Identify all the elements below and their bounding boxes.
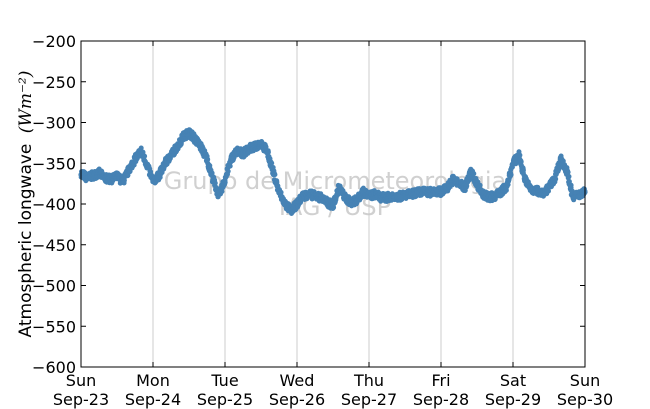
x-tick-label-day: Thu bbox=[353, 371, 384, 390]
data-point bbox=[207, 163, 213, 169]
data-point bbox=[269, 160, 275, 166]
data-point bbox=[518, 158, 524, 164]
data-point bbox=[546, 188, 551, 194]
data-point bbox=[138, 145, 144, 151]
x-tick-label-day: Tue bbox=[210, 371, 238, 390]
data-point bbox=[566, 174, 572, 179]
y-axis-label-unit: (Wm⁻²) bbox=[16, 71, 36, 134]
y-tick-label: −300 bbox=[32, 114, 76, 133]
data-point bbox=[212, 180, 218, 186]
x-tick-label-date: Sep-30 bbox=[557, 390, 613, 409]
data-point bbox=[278, 189, 284, 195]
data-point bbox=[477, 182, 483, 188]
y-axis-label: Atmospheric longwave (Wm⁻²) bbox=[16, 71, 36, 338]
x-tick-label-date: Sep-25 bbox=[197, 390, 253, 409]
data-point bbox=[225, 168, 231, 174]
x-tick-label-date: Sep-27 bbox=[341, 390, 397, 409]
data-points bbox=[78, 127, 588, 216]
data-point bbox=[471, 171, 477, 177]
data-point bbox=[560, 158, 566, 164]
data-point bbox=[142, 153, 148, 159]
y-tick-label: −400 bbox=[32, 195, 76, 214]
data-point bbox=[219, 189, 225, 194]
data-point bbox=[272, 172, 278, 178]
data-point bbox=[205, 157, 211, 162]
data-point bbox=[520, 167, 526, 173]
data-point bbox=[140, 149, 146, 155]
y-tick-label: −250 bbox=[32, 73, 76, 92]
data-point bbox=[565, 169, 571, 175]
x-tick-label-day: Fri bbox=[431, 371, 450, 390]
x-tick-label-day: Wed bbox=[280, 371, 315, 390]
data-point bbox=[553, 176, 559, 182]
y-tick-label: −200 bbox=[32, 32, 76, 51]
y-axis-label-text: Atmospheric longwave bbox=[16, 144, 36, 338]
data-point bbox=[413, 193, 419, 199]
y-tick-label: −450 bbox=[32, 236, 76, 255]
x-tick-label-day: Sat bbox=[500, 371, 526, 390]
data-point bbox=[263, 144, 269, 150]
data-point bbox=[265, 149, 271, 155]
y-tick-label: −350 bbox=[32, 154, 76, 173]
y-tick-label: −550 bbox=[32, 317, 76, 336]
x-tick-label-date: Sep-24 bbox=[125, 390, 181, 409]
data-point bbox=[209, 170, 215, 176]
x-axis: SunSep-23MonSep-24TueSep-25WedSep-26ThuS… bbox=[53, 41, 613, 409]
data-point bbox=[331, 205, 337, 210]
x-tick-label-date: Sep-29 bbox=[485, 390, 541, 409]
x-tick-label-date: Sep-23 bbox=[53, 390, 109, 409]
x-tick-label-day: Sun bbox=[66, 371, 96, 390]
y-axis: −200 −250 −300 −350 −400 −450 −500 −550 −600 bbox=[32, 32, 585, 377]
x-tick-label-day: Sun bbox=[570, 371, 600, 390]
x-tick-label-day: Mon bbox=[136, 371, 170, 390]
y-tick-label: −500 bbox=[32, 277, 76, 296]
y-tick-label: −600 bbox=[32, 358, 76, 377]
x-tick-label-date: Sep-28 bbox=[413, 390, 469, 409]
data-point bbox=[508, 172, 514, 178]
data-point bbox=[227, 163, 233, 169]
data-point bbox=[517, 152, 523, 158]
x-tick-label-date: Sep-26 bbox=[269, 390, 325, 409]
